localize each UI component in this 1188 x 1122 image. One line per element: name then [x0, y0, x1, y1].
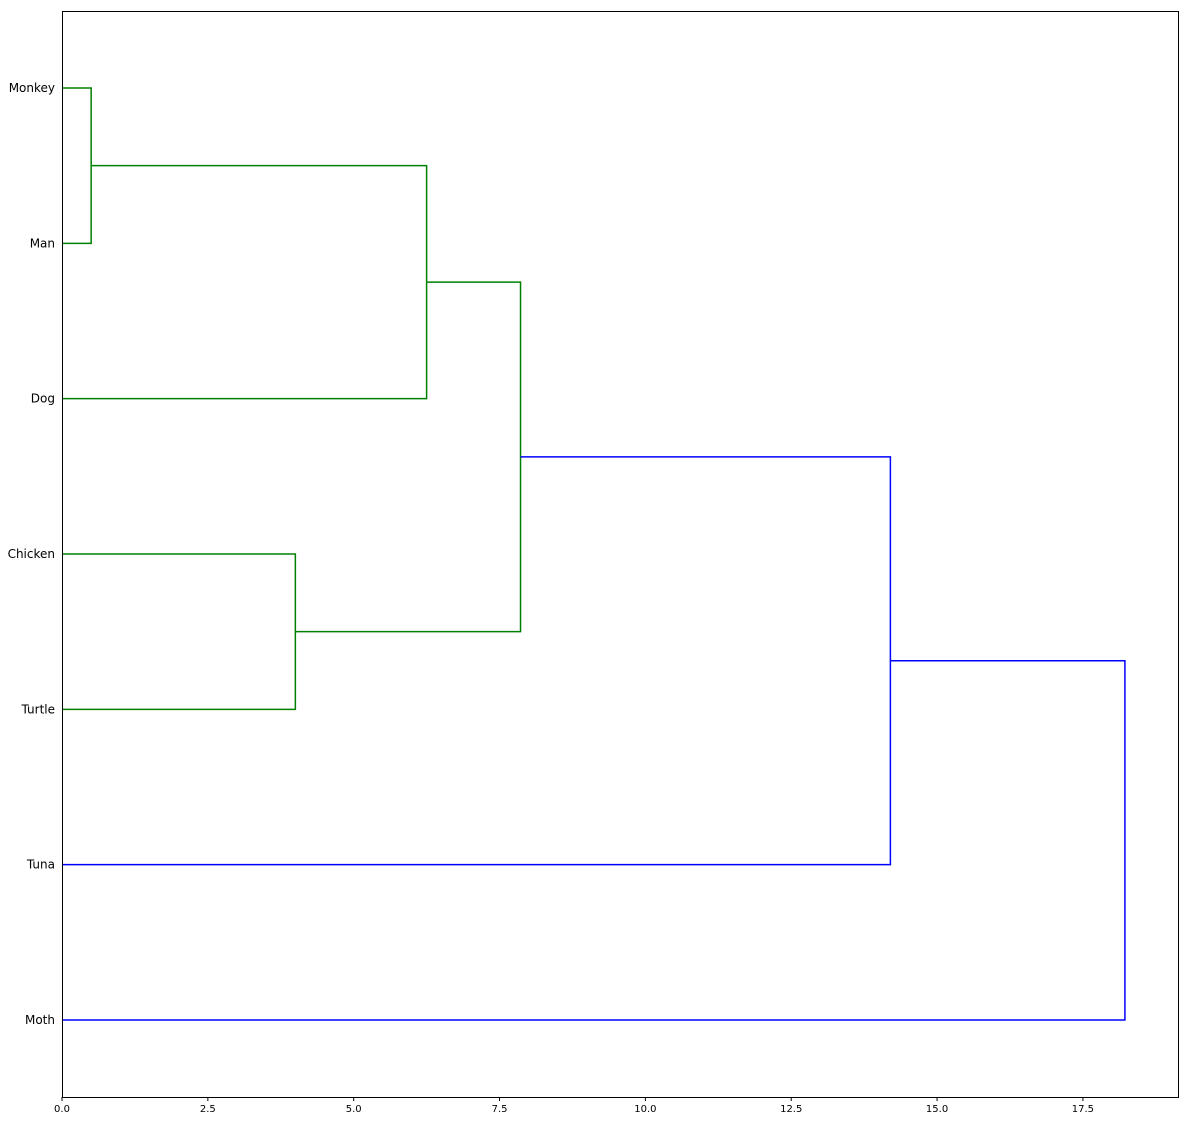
merge-link-m6 [62, 660, 1126, 1021]
leaf-label-dog: Dog [31, 392, 55, 406]
leaf-label-tuna: Tuna [26, 858, 55, 872]
merge-link-m1 [62, 87, 92, 245]
x-tick-label: 7.5 [492, 1104, 508, 1115]
leaf-label-chicken: Chicken [8, 547, 55, 561]
x-tick-label: 15.0 [926, 1104, 948, 1115]
x-tick-label: 17.5 [1072, 1104, 1094, 1115]
plot-frame [62, 11, 1179, 1098]
x-axis: 0.0 2.5 5.0 7.5 10.0 12.5 15.0 17.5 [54, 1097, 1094, 1115]
x-tick-label: 0.0 [54, 1104, 70, 1115]
x-tick-label: 5.0 [346, 1104, 362, 1115]
leaf-label-monkey: Monkey [9, 81, 55, 95]
leaf-labels: Monkey Man Dog Chicken Turtle Tuna Moth [8, 81, 55, 1027]
merge-link-m3 [62, 553, 297, 711]
leaf-label-man: Man [30, 236, 55, 250]
merge-link-m2 [62, 164, 428, 400]
x-tick-label: 12.5 [780, 1104, 802, 1115]
x-tick-label: 10.0 [634, 1104, 656, 1115]
dendrogram-links [62, 87, 1126, 1021]
leaf-label-moth: Moth [25, 1013, 55, 1027]
leaf-label-turtle: Turtle [21, 702, 55, 716]
x-tick-label: 2.5 [200, 1104, 216, 1115]
merge-link-m4 [295, 281, 522, 633]
merge-link-m5 [62, 456, 892, 866]
